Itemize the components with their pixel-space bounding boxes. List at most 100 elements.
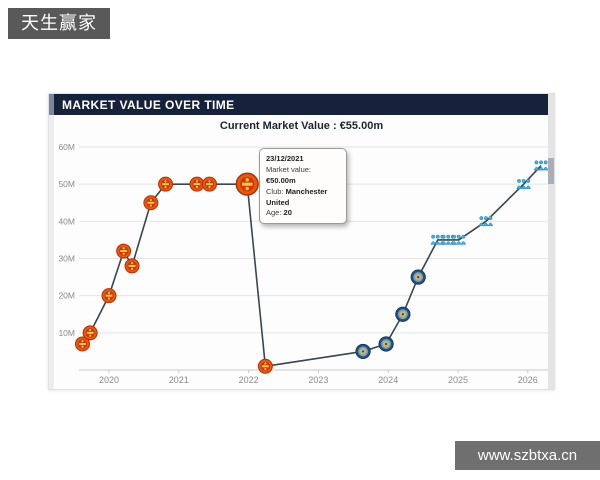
- data-point-marker[interactable]: [355, 343, 371, 360]
- data-point-marker[interactable]: [533, 160, 549, 171]
- data-point-marker[interactable]: [516, 179, 531, 189]
- tooltip-age-value: 20: [283, 208, 292, 218]
- figure-body: [430, 241, 436, 245]
- crest-dot: [81, 340, 84, 343]
- tooltip-market-value: Market value: €50.00m: [266, 165, 340, 187]
- crest-dot: [245, 186, 249, 191]
- crest-band: [128, 264, 136, 267]
- figure-head: [534, 160, 539, 165]
- watermark: www.szbtxa.cn: [455, 441, 600, 470]
- y-axis-label: 60M: [58, 142, 75, 152]
- figure-head: [435, 234, 440, 239]
- crest-dot: [264, 367, 267, 371]
- crest-band: [120, 250, 128, 253]
- crest-band: [86, 331, 94, 334]
- crest-band: [206, 183, 213, 186]
- data-point-marker-highlighted[interactable]: [235, 172, 259, 196]
- badge-dot: [417, 275, 420, 279]
- figure-body: [487, 222, 494, 227]
- crest-band: [193, 183, 201, 186]
- figure-body: [460, 241, 466, 245]
- data-point-marker[interactable]: [202, 176, 218, 192]
- site-badge: 天生赢家: [8, 8, 110, 39]
- data-point-marker[interactable]: [116, 243, 132, 259]
- chart-tooltip: 23/12/2021 Market value: €50.00m Club: M…: [259, 148, 347, 225]
- figure-body: [445, 241, 451, 245]
- crest-dot: [89, 328, 92, 332]
- x-axis-label: 2026: [518, 375, 538, 385]
- crest-band: [105, 294, 113, 297]
- crest-dot: [208, 185, 211, 189]
- figure-body: [525, 185, 531, 189]
- vertical-scrollbar[interactable]: [548, 94, 554, 389]
- x-axis-label: 2025: [448, 375, 468, 385]
- crest-dot: [195, 180, 199, 183]
- tooltip-age: Age: 20: [266, 208, 340, 219]
- figure-head: [526, 179, 531, 183]
- tooltip-market-value-label: Market value:: [266, 164, 312, 174]
- x-axis-label: 2020: [99, 375, 119, 385]
- figure-head: [461, 234, 466, 239]
- figure-head: [517, 179, 521, 183]
- badge-dot: [385, 342, 388, 346]
- y-axis-label: 40M: [58, 216, 75, 226]
- crest-dot: [122, 252, 125, 255]
- crest-dot: [149, 204, 152, 207]
- crest-dot: [107, 297, 111, 300]
- market-value-card: MARKET VALUE OVER TIME Current Market Va…: [48, 93, 555, 390]
- data-point-marker[interactable]: [395, 306, 411, 322]
- figure-head: [456, 234, 461, 239]
- crest-dot: [245, 178, 249, 182]
- figure-head: [441, 234, 446, 239]
- tooltip-market-value-figure: €50.00m: [266, 175, 296, 185]
- data-point-marker[interactable]: [257, 358, 273, 374]
- figure-head: [479, 216, 484, 221]
- data-point-marker[interactable]: [478, 216, 494, 227]
- y-axis-label: 50M: [58, 179, 75, 189]
- badge-dot: [401, 313, 404, 316]
- data-point-marker[interactable]: [410, 269, 426, 285]
- data-point-marker[interactable]: [74, 336, 90, 352]
- data-point-marker[interactable]: [143, 195, 159, 211]
- crest-dot: [130, 262, 134, 265]
- header-accent-block: [49, 94, 54, 115]
- crest-dot: [89, 334, 92, 337]
- crest-band: [241, 182, 253, 186]
- tooltip-age-label: Age:: [266, 208, 282, 218]
- market-value-chart[interactable]: 10M 20M 30M 40M 50M 60M 2020 2021 2022 2023 2024 20…: [49, 94, 556, 391]
- figure-head: [488, 216, 493, 221]
- tooltip-date: 23/12/2021: [266, 154, 304, 163]
- figure-head: [483, 216, 488, 221]
- data-point-marker[interactable]: [101, 288, 117, 304]
- data-point-marker[interactable]: [451, 234, 466, 245]
- figure-head: [543, 160, 548, 165]
- chart-title: MARKET VALUE OVER TIME: [62, 97, 235, 112]
- badge-dot: [361, 350, 365, 353]
- data-point-marker[interactable]: [82, 325, 98, 341]
- y-axis-label: 10M: [58, 328, 75, 338]
- figure-head: [431, 234, 436, 239]
- figure-body: [542, 166, 549, 171]
- crest-dot: [164, 185, 167, 189]
- crest-band: [79, 342, 86, 345]
- crest-band: [147, 201, 155, 204]
- data-point-marker[interactable]: [378, 336, 394, 352]
- data-point-marker[interactable]: [158, 176, 174, 192]
- crest-dot: [130, 267, 134, 270]
- card-header: MARKET VALUE OVER TIME: [54, 94, 548, 115]
- y-axis-label: 20M: [58, 291, 75, 301]
- figure-head: [446, 234, 451, 239]
- data-point-marker[interactable]: [124, 258, 140, 274]
- crest-dot: [195, 185, 199, 189]
- data-point-marker[interactable]: [189, 176, 205, 192]
- y-axis-label: 30M: [58, 253, 75, 263]
- crest-dot: [107, 291, 111, 294]
- crest-band: [261, 365, 269, 368]
- scrollbar-thumb[interactable]: [548, 158, 554, 184]
- figure-head: [539, 160, 544, 165]
- figure-body: [456, 241, 462, 245]
- crest-dot: [164, 180, 167, 183]
- x-axis-label: 2022: [239, 375, 259, 385]
- crest-dot: [122, 247, 125, 250]
